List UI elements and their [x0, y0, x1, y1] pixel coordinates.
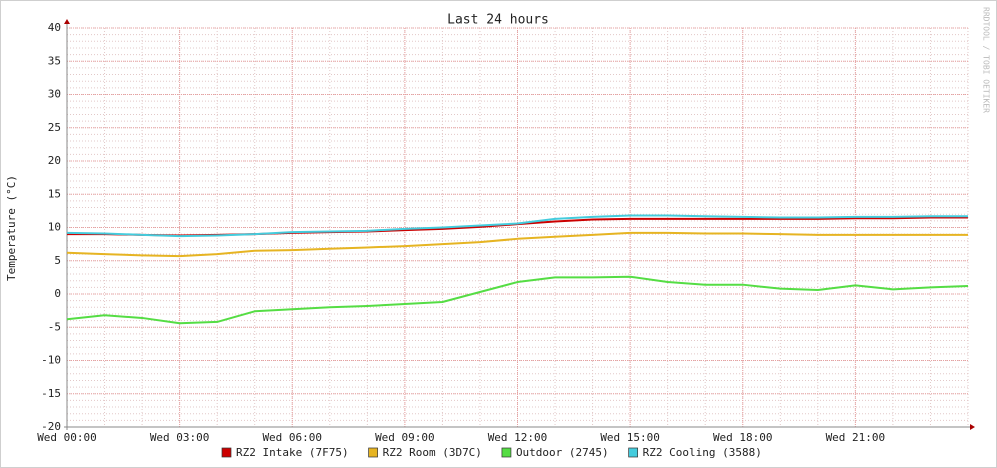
- y-axis-label: Temperature (°C): [5, 175, 18, 281]
- legend-swatch: [501, 447, 512, 458]
- y-tick-label: -20: [41, 420, 61, 433]
- legend-label: RZ2 Cooling (3588): [643, 446, 762, 459]
- x-tick-label: Wed 12:00: [488, 431, 548, 444]
- y-tick-label: 25: [48, 121, 61, 134]
- x-tick-label: Wed 09:00: [375, 431, 435, 444]
- x-tick-label: Wed 06:00: [262, 431, 322, 444]
- y-tick-label: 30: [48, 88, 61, 101]
- series-line: [66, 231, 968, 258]
- y-tick-label: 0: [54, 287, 61, 300]
- legend-swatch: [368, 447, 378, 458]
- legend-swatch: [221, 447, 232, 458]
- y-tick-label: -5: [48, 320, 61, 333]
- x-tick-label: Wed 15:00: [600, 431, 660, 444]
- axis-arrow: [970, 424, 975, 430]
- y-tick-label: 5: [54, 254, 61, 267]
- y-tick-label: 40: [48, 21, 61, 34]
- watermark: RRDTOOL / TOBI OETIKER: [982, 7, 991, 113]
- x-tick-label: Wed 21:00: [826, 431, 886, 444]
- y-tick-label: 20: [48, 154, 61, 167]
- series-line: [66, 275, 969, 325]
- legend-label: RZ2 Room (3D7C): [383, 446, 482, 459]
- y-tick-label: 10: [48, 221, 61, 234]
- y-tick-label: -15: [41, 387, 61, 400]
- axis-arrow: [64, 19, 70, 24]
- x-tick-label: Wed 03:00: [150, 431, 210, 444]
- series-line: [66, 214, 968, 238]
- legend-label: RZ2 Intake (7F75): [236, 446, 349, 459]
- chart-title: Last 24 hours: [447, 13, 549, 28]
- y-tick-label: -10: [41, 354, 61, 367]
- y-tick-label: 15: [48, 187, 61, 200]
- x-tick-label: Wed 18:00: [713, 431, 773, 444]
- legend-swatch: [628, 447, 639, 458]
- y-tick-label: 35: [48, 54, 61, 67]
- legend-label: Outdoor (2745): [516, 446, 609, 459]
- x-tick-label: Wed 00:00: [37, 431, 97, 444]
